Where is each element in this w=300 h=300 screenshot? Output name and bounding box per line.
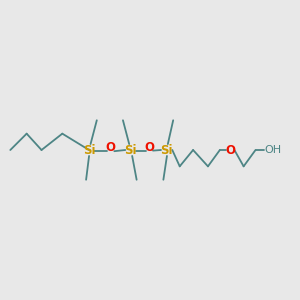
Text: Si: Si [124,143,137,157]
Text: O: O [144,141,154,154]
Text: O: O [225,143,235,157]
Text: Si: Si [83,143,95,157]
Text: Si: Si [160,143,172,157]
Text: O: O [106,141,116,154]
Text: OH: OH [264,145,281,155]
